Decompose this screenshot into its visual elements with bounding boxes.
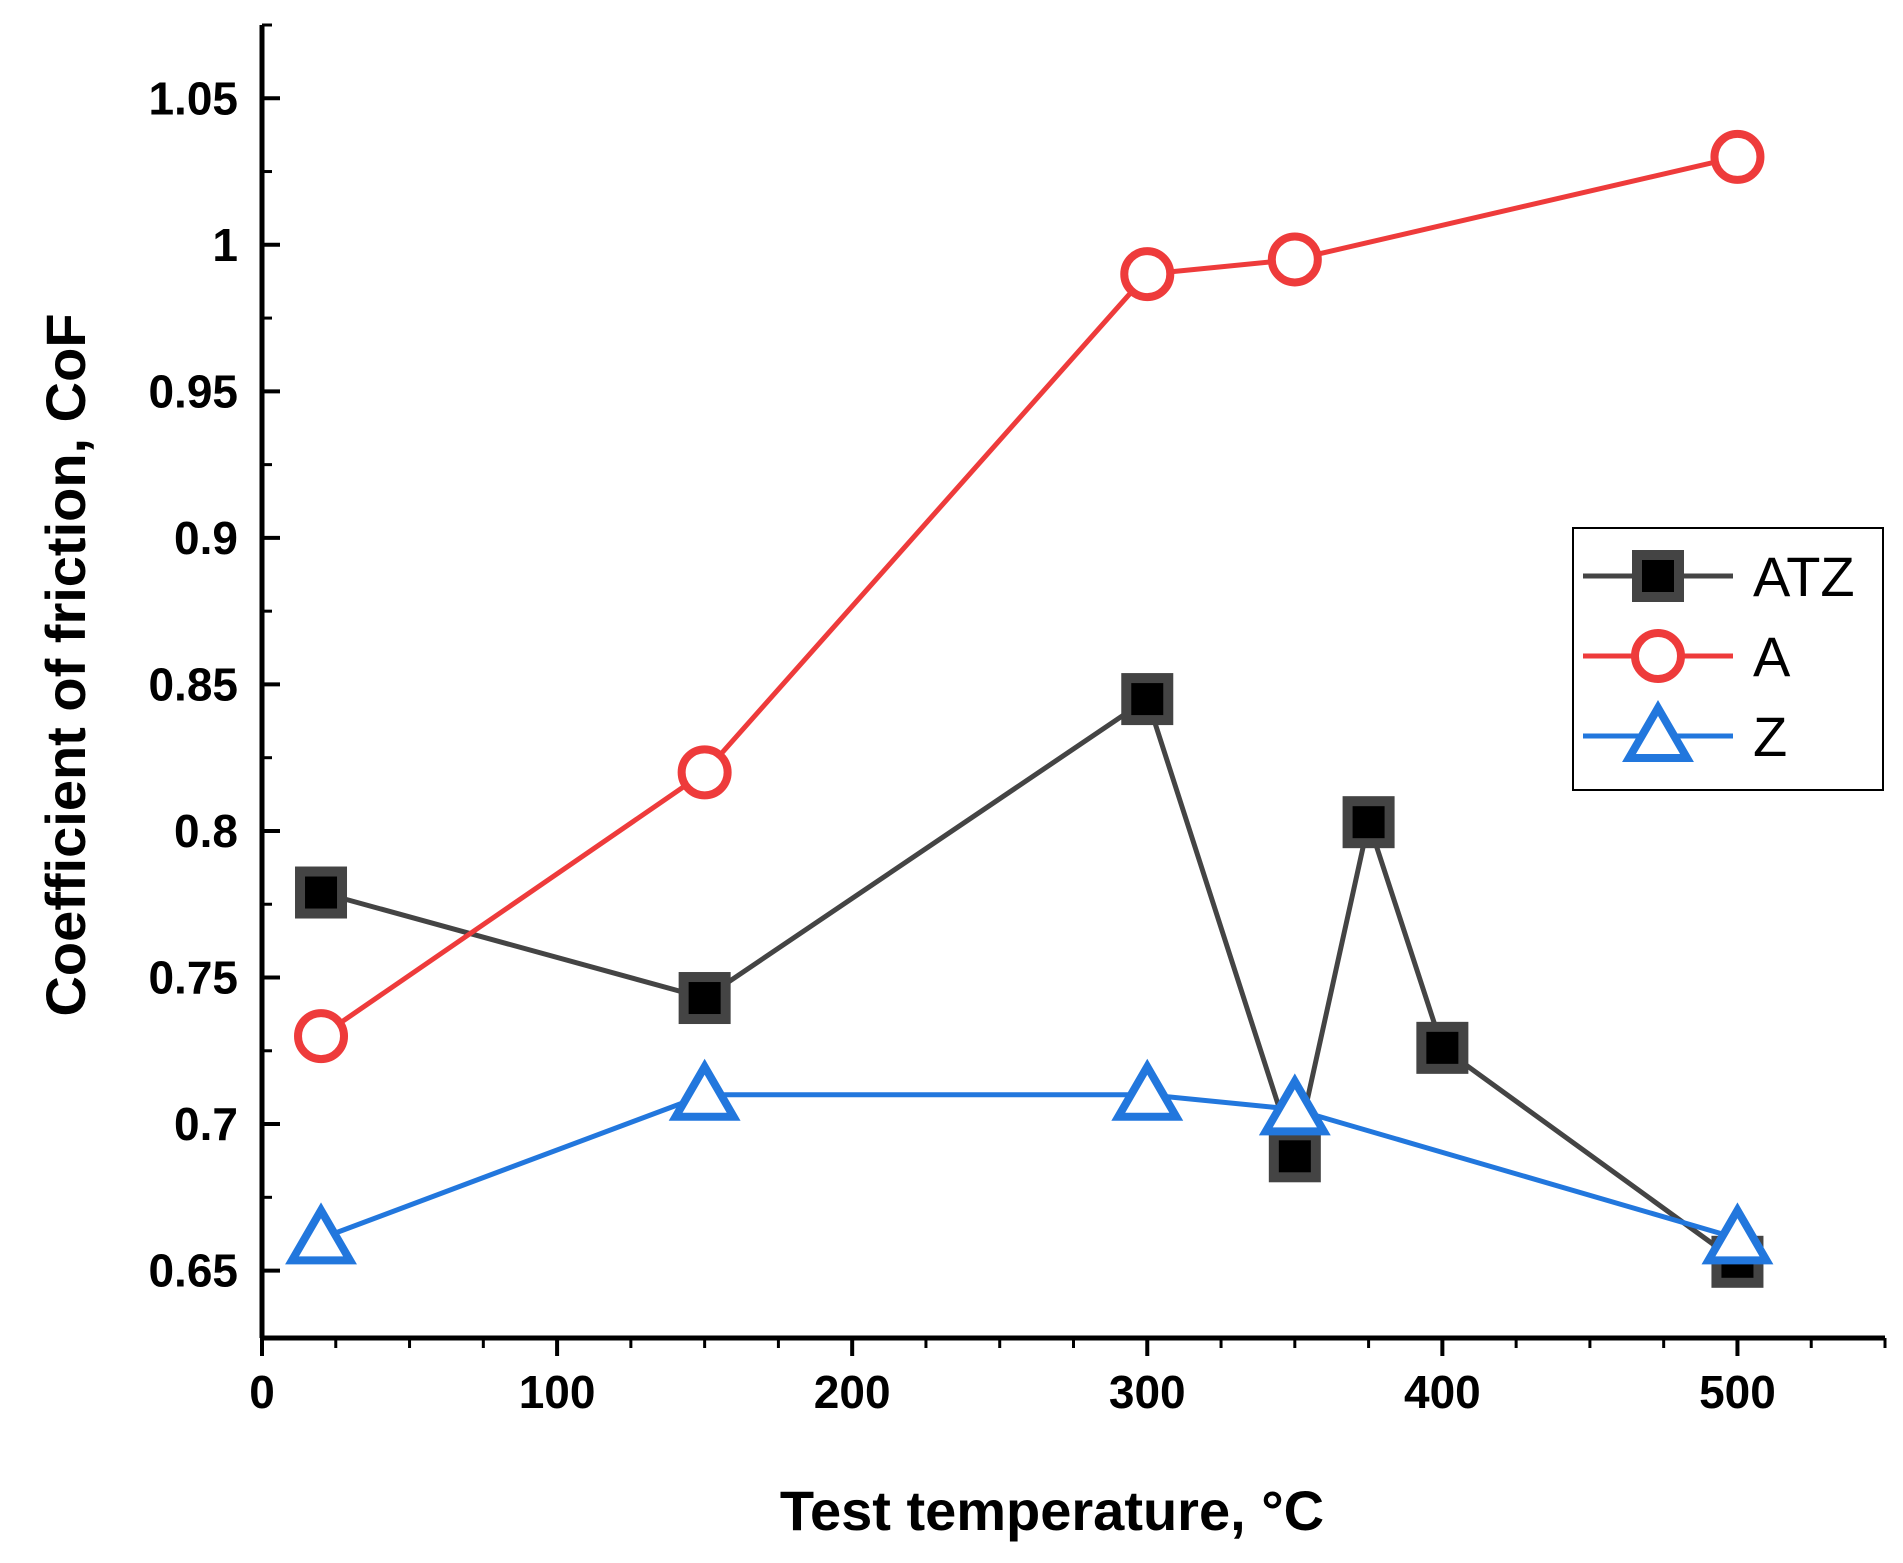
data-point-atz <box>1121 673 1174 726</box>
x-tick-label: 400 <box>1404 1366 1481 1418</box>
data-point-atz <box>1416 1021 1469 1074</box>
data-point-z <box>668 1058 741 1121</box>
data-point-z <box>1701 1202 1774 1265</box>
y-axis-title: Coefficient of friction, CoF <box>34 313 97 1016</box>
data-point-a <box>1267 232 1322 287</box>
legend-entry-z: Z <box>1583 700 1787 768</box>
y-tick-label: 0.8 <box>174 805 238 857</box>
data-point-atz <box>295 866 348 919</box>
x-tick-label: 200 <box>814 1366 891 1418</box>
legend-entry-atz: ATZ <box>1583 545 1855 608</box>
x-tick-label: 0 <box>249 1366 275 1418</box>
y-tick-label: 1 <box>212 219 238 271</box>
series-atz <box>295 673 1764 1288</box>
data-point-atz <box>678 972 731 1025</box>
data-point-a <box>1120 247 1175 302</box>
series-line-z <box>320 1092 1739 1241</box>
x-tick-label: 100 <box>519 1366 596 1418</box>
series-a <box>294 129 1765 1064</box>
y-tick-label: 1.05 <box>148 72 238 124</box>
legend-label: Z <box>1753 705 1787 768</box>
legend-box <box>1572 527 1884 791</box>
tick-labels: 0.65 0.7 0.75 0.8 0.85 0.9 0.95 1 1.05 0 100 200 300… <box>148 72 1775 1418</box>
y-tick-label: 0.65 <box>148 1245 238 1297</box>
data-point-atz <box>1342 796 1395 849</box>
x-axis-title: Test temperature, °C <box>780 1479 1324 1542</box>
y-tick-label: 0.75 <box>148 952 238 1004</box>
legend-marker-a <box>1631 629 1685 683</box>
legend-label: ATZ <box>1753 545 1855 608</box>
legend-entry-a: A <box>1583 625 1791 688</box>
axes <box>259 23 1887 1356</box>
legend-marker-z <box>1622 700 1694 762</box>
data-point-a <box>294 1009 349 1064</box>
legend-marker-atz <box>1632 550 1684 602</box>
series-z <box>285 1058 1774 1265</box>
x-tick-label: 500 <box>1699 1366 1776 1418</box>
y-tick-label: 0.9 <box>174 512 238 564</box>
legend: ATZ AZ <box>1572 527 1884 791</box>
series-line-a <box>319 154 1739 1039</box>
data-point-z <box>1111 1058 1184 1121</box>
series-layer <box>285 129 1774 1288</box>
y-tick-label: 0.7 <box>174 1098 238 1150</box>
y-tick-label: 0.85 <box>148 658 238 710</box>
x-tick-label: 300 <box>1109 1366 1186 1418</box>
data-point-a <box>677 745 732 800</box>
data-point-z <box>1258 1073 1331 1136</box>
y-tick-label: 0.95 <box>148 365 238 417</box>
data-point-a <box>1710 129 1765 184</box>
legend-label: A <box>1753 625 1791 688</box>
data-point-atz <box>1268 1130 1321 1183</box>
data-point-z <box>285 1202 357 1265</box>
